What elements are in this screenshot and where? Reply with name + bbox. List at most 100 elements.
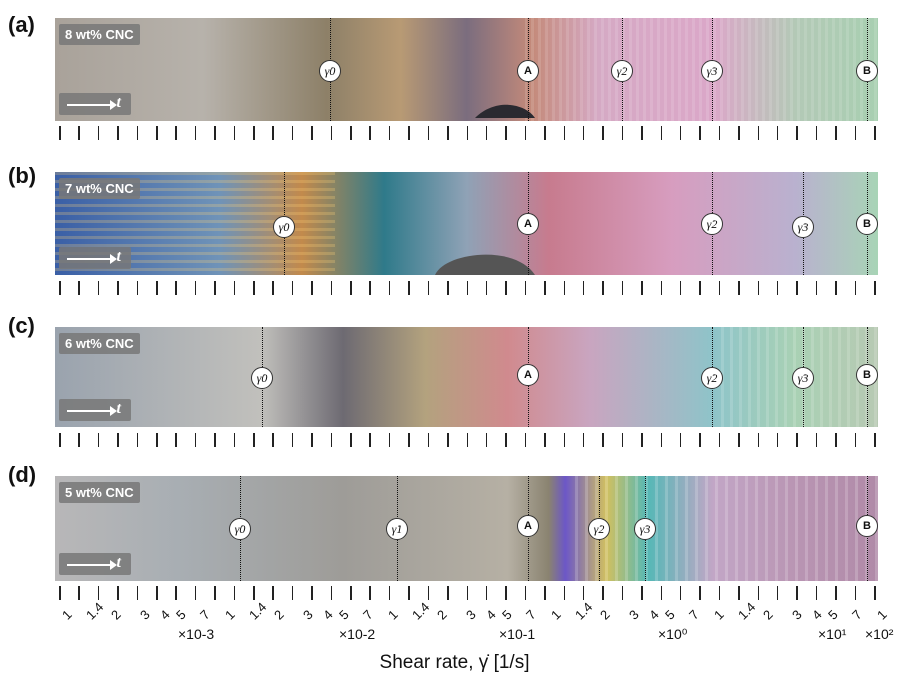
axis-tick xyxy=(388,281,391,295)
axis-tick xyxy=(59,281,61,295)
axis-tick xyxy=(59,586,61,600)
time-arrow: t xyxy=(59,247,131,269)
gamma1-marker: γ̇1 xyxy=(386,518,408,540)
axis-tick xyxy=(233,126,236,140)
axis-tick xyxy=(350,126,352,140)
axis-tick xyxy=(582,433,585,447)
tick-label: 3 xyxy=(299,606,316,623)
axis-tick xyxy=(214,126,216,140)
axis-tick xyxy=(544,433,546,447)
axis-tick xyxy=(97,586,100,600)
gamma0-marker: γ̇0 xyxy=(251,367,273,389)
decade-multiplier: ×10-3 xyxy=(178,626,215,642)
gamma2-marker: γ̇2 xyxy=(588,518,610,540)
axis-tick xyxy=(485,586,488,600)
tick-label: 1 xyxy=(548,606,564,623)
axis-tick xyxy=(718,281,721,295)
marker-b: B xyxy=(856,515,878,537)
axis-tick xyxy=(97,126,100,140)
axis-tick xyxy=(291,126,294,140)
time-label: t xyxy=(116,554,121,571)
axis-tick xyxy=(427,126,430,140)
axis-tick xyxy=(311,586,313,600)
concentration-tag: 8 wt% CNC xyxy=(59,24,140,45)
time-label: t xyxy=(116,400,121,417)
axis-tick xyxy=(466,433,468,447)
tick-label: 2 xyxy=(108,606,124,623)
arrow-right-icon xyxy=(67,100,117,110)
axis-tick xyxy=(59,126,61,140)
axis-tick xyxy=(524,126,527,140)
axis-tick xyxy=(679,281,682,295)
axis-tick xyxy=(214,586,216,600)
tick-label: 4 xyxy=(320,606,336,623)
axis-tick xyxy=(447,586,449,600)
axis-tick xyxy=(757,586,760,600)
panel-label-b: (b) xyxy=(8,163,37,188)
gamma3-marker: γ̇3 xyxy=(701,60,723,82)
axis-tick xyxy=(214,433,216,447)
tick-label: 2 xyxy=(271,606,287,623)
axis-tick xyxy=(602,281,604,295)
tick-label: 4 xyxy=(646,606,662,623)
axis-tick xyxy=(78,586,80,600)
axis-tick xyxy=(78,126,80,140)
axis-tick xyxy=(253,281,255,295)
axis-tick xyxy=(874,586,876,600)
axis-tick xyxy=(369,433,371,447)
axis-tick xyxy=(388,126,391,140)
tick-label: 3 xyxy=(136,606,153,623)
tick-row-a xyxy=(55,126,878,140)
marker-b: B xyxy=(856,364,878,386)
axis-tick xyxy=(330,281,333,295)
axis-tick xyxy=(388,433,391,447)
axis-tick xyxy=(660,126,663,140)
axis-tick xyxy=(738,586,740,600)
marker-a: A xyxy=(517,515,539,537)
strip-b: 7 wt% CNC t γ̇0 A γ̇2 γ̇3 B xyxy=(55,172,878,275)
axis-title: Shear rate, γ̇ [1/s] xyxy=(379,652,530,673)
axis-tick xyxy=(524,586,527,600)
axis-tick xyxy=(408,433,410,447)
axis-tick xyxy=(835,433,837,447)
axis-tick xyxy=(466,126,468,140)
axis-tick xyxy=(466,586,468,600)
tick-row-d xyxy=(55,586,878,600)
axis-tick xyxy=(757,126,760,140)
axis-tick xyxy=(408,586,410,600)
axis-tick xyxy=(97,433,100,447)
axis-tick xyxy=(330,433,333,447)
axis-tick xyxy=(679,586,682,600)
axis-tick xyxy=(776,586,779,600)
tick-label: 4 xyxy=(157,606,173,623)
axis-tick xyxy=(699,281,701,295)
axis-tick xyxy=(582,586,585,600)
axis-tick xyxy=(175,433,177,447)
tick-label: 7 xyxy=(522,606,539,623)
axis-tick xyxy=(563,586,566,600)
axis-tick xyxy=(874,281,876,295)
axis-tick xyxy=(815,586,818,600)
axis-tick xyxy=(757,433,760,447)
axis-tick xyxy=(505,126,507,140)
axis-tick xyxy=(660,433,663,447)
axis-tick xyxy=(117,281,119,295)
axis-tick xyxy=(621,126,624,140)
axis-tick xyxy=(718,586,721,600)
axis-tick xyxy=(97,281,100,295)
panel-label-a: (a) xyxy=(8,12,35,37)
axis-tick xyxy=(544,586,546,600)
tick-label: 1 xyxy=(874,606,890,623)
marker-a: A xyxy=(517,213,539,235)
tick-label: 3 xyxy=(625,606,642,623)
decade-multiplier: ×10² xyxy=(865,626,894,642)
axis-tick xyxy=(776,433,779,447)
axis-tick xyxy=(466,281,468,295)
axis-tick xyxy=(582,126,585,140)
arrow-right-icon xyxy=(67,254,117,264)
axis-tick xyxy=(447,433,449,447)
tick-label: 5 xyxy=(661,606,678,623)
axis-tick xyxy=(369,126,371,140)
axis-tick xyxy=(602,126,604,140)
axis-tick xyxy=(641,586,643,600)
